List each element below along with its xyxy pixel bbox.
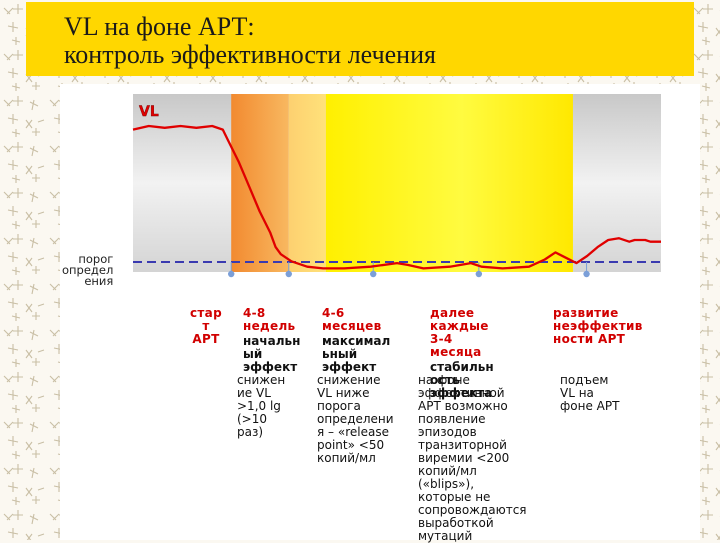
phase-2-label: 4-8 недель <box>243 306 296 333</box>
phase-marker-dot <box>285 270 292 278</box>
phase-3-description: снижение VL ниже порога определени я – «… <box>317 373 394 465</box>
band-initial <box>231 94 289 272</box>
threshold-label: порог определ ения <box>62 252 114 288</box>
phase-4-label: далее каждые 3-4 месяца <box>430 306 489 359</box>
phase-marker-dot <box>228 270 235 278</box>
phase-5-description: подъем VL на фоне АРТ <box>560 373 620 413</box>
phase-3-effect: максимал ьный эффект <box>322 334 391 374</box>
phase-2-description: снижен ие VL >1,0 lg (>10 раз) <box>237 373 286 439</box>
phase-marker-dot <box>583 270 590 278</box>
phase-4-effect: стабильн ость эффекта <box>430 360 494 400</box>
vl-series-line <box>132 124 661 270</box>
band-transition <box>288 94 326 272</box>
phase-5-label: развитие неэффектив ности АРТ <box>553 306 643 346</box>
title-line-2: контроль эффективности лечения <box>64 40 436 69</box>
phase-1-label: стар т АРТ <box>190 306 222 346</box>
phase-4-description: на фоне эффективной АРТ возможно появлен… <box>418 373 527 543</box>
vl-series-label: VL <box>139 104 159 120</box>
band-max-effect <box>325 94 573 272</box>
title-line-1: VL на фоне АРТ: <box>64 12 255 41</box>
phase-marker-dot <box>370 270 377 278</box>
phase-2-effect: начальн ый эффект <box>243 334 301 374</box>
title-banner <box>26 2 694 76</box>
phase-3-label: 4-6 месяцев <box>322 306 382 333</box>
phase-marker-dot <box>475 270 483 278</box>
